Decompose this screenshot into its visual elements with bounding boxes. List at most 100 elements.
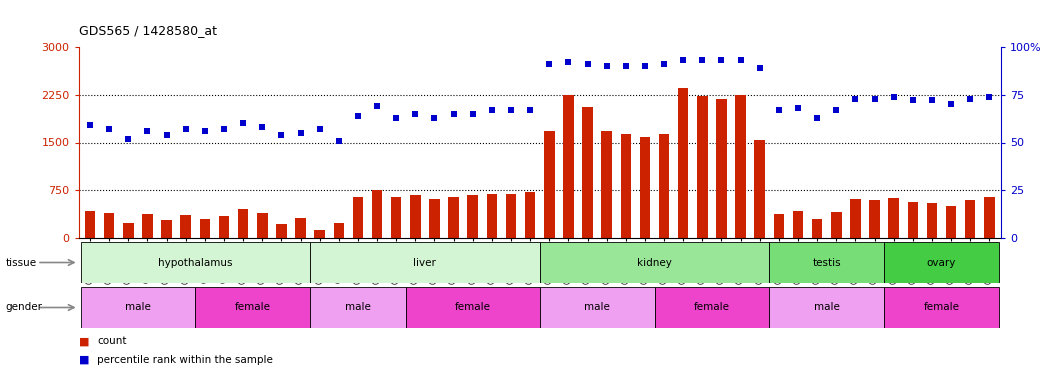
Point bbox=[675, 57, 692, 63]
Bar bbox=[123, 224, 133, 238]
Text: male: male bbox=[345, 303, 371, 312]
Point bbox=[828, 107, 845, 113]
Bar bbox=[406, 287, 540, 328]
Bar bbox=[540, 287, 655, 328]
Bar bbox=[430, 199, 440, 238]
Point bbox=[292, 130, 309, 136]
Text: tissue: tissue bbox=[5, 258, 37, 267]
Bar bbox=[85, 211, 95, 238]
Point bbox=[904, 98, 921, 104]
Bar bbox=[889, 198, 899, 238]
Point bbox=[216, 126, 233, 132]
Point bbox=[158, 132, 175, 138]
Text: male: male bbox=[584, 303, 610, 312]
Text: female: female bbox=[235, 303, 270, 312]
Text: count: count bbox=[97, 336, 127, 346]
Bar bbox=[314, 231, 325, 238]
Bar bbox=[831, 212, 842, 238]
Bar bbox=[563, 95, 573, 238]
Point bbox=[350, 113, 367, 119]
Text: ■: ■ bbox=[79, 336, 89, 346]
Point bbox=[656, 61, 673, 67]
Point bbox=[196, 128, 213, 134]
Bar bbox=[506, 194, 517, 238]
Point bbox=[522, 107, 539, 113]
Bar bbox=[372, 190, 383, 238]
Bar bbox=[449, 196, 459, 238]
Point bbox=[82, 122, 99, 128]
Bar bbox=[486, 194, 497, 238]
Point bbox=[694, 57, 711, 63]
Bar bbox=[602, 131, 612, 238]
Bar bbox=[926, 203, 937, 238]
Point bbox=[636, 63, 653, 69]
Bar bbox=[199, 219, 211, 238]
Point bbox=[503, 107, 520, 113]
Point bbox=[369, 103, 386, 109]
Bar bbox=[736, 95, 746, 238]
Bar bbox=[104, 213, 114, 238]
Bar bbox=[965, 200, 976, 238]
Point bbox=[177, 126, 194, 132]
Point bbox=[311, 126, 328, 132]
Text: hypothalamus: hypothalamus bbox=[158, 258, 233, 267]
Point bbox=[445, 111, 462, 117]
Bar bbox=[716, 99, 726, 238]
Bar bbox=[277, 224, 287, 238]
Bar bbox=[678, 88, 689, 238]
Bar bbox=[620, 134, 631, 238]
Bar bbox=[353, 196, 364, 238]
Bar bbox=[869, 200, 880, 238]
Bar bbox=[946, 206, 957, 238]
Bar bbox=[161, 220, 172, 238]
Point bbox=[943, 101, 960, 107]
Point bbox=[733, 57, 749, 63]
Bar bbox=[583, 107, 593, 238]
Point bbox=[751, 65, 768, 71]
Point bbox=[101, 126, 117, 132]
Bar bbox=[310, 287, 406, 328]
Bar bbox=[391, 197, 401, 238]
Point bbox=[962, 96, 979, 102]
Bar bbox=[773, 214, 784, 238]
Bar bbox=[310, 242, 540, 283]
Point bbox=[119, 136, 136, 142]
Bar bbox=[850, 199, 860, 238]
Point bbox=[274, 132, 290, 138]
Bar bbox=[81, 242, 310, 283]
Bar bbox=[984, 196, 995, 238]
Point bbox=[560, 59, 576, 65]
Point bbox=[847, 96, 864, 102]
Point bbox=[789, 105, 806, 111]
Bar bbox=[655, 287, 769, 328]
Bar bbox=[195, 287, 310, 328]
Text: ovary: ovary bbox=[926, 258, 956, 267]
Text: GDS565 / 1428580_at: GDS565 / 1428580_at bbox=[79, 24, 217, 38]
Point bbox=[139, 128, 156, 134]
Point bbox=[427, 115, 443, 121]
Point bbox=[388, 115, 405, 121]
Bar bbox=[697, 96, 707, 238]
Text: male: male bbox=[125, 303, 151, 312]
Point bbox=[580, 61, 596, 67]
Bar bbox=[639, 137, 650, 238]
Bar bbox=[81, 287, 195, 328]
Point bbox=[407, 111, 423, 117]
Bar bbox=[525, 192, 536, 238]
Bar bbox=[257, 213, 267, 238]
Bar bbox=[769, 242, 885, 283]
Point bbox=[923, 98, 940, 104]
Bar bbox=[333, 224, 344, 238]
Text: percentile rank within the sample: percentile rank within the sample bbox=[97, 355, 274, 365]
Text: female: female bbox=[923, 303, 960, 312]
Bar bbox=[659, 134, 670, 238]
Point bbox=[254, 124, 270, 130]
Point bbox=[617, 63, 634, 69]
Point bbox=[464, 111, 481, 117]
Bar bbox=[544, 131, 554, 238]
Text: liver: liver bbox=[414, 258, 436, 267]
Point bbox=[770, 107, 787, 113]
Bar bbox=[467, 195, 478, 238]
Text: kidney: kidney bbox=[637, 258, 672, 267]
Text: ■: ■ bbox=[79, 355, 89, 365]
